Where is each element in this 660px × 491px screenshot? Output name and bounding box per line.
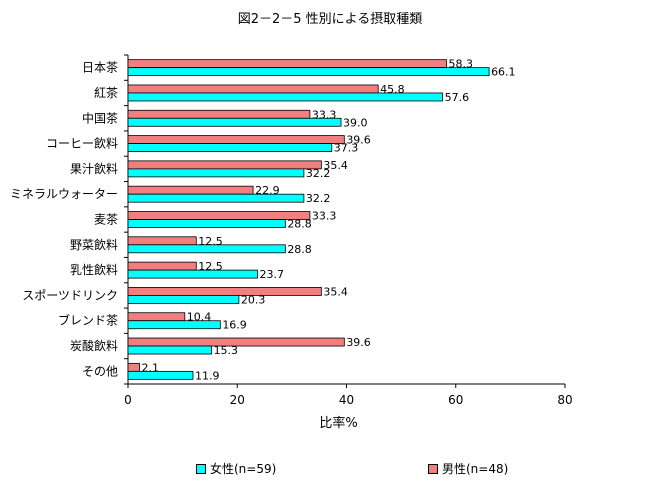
- category-label: ブレンド茶: [58, 313, 118, 328]
- x-tick-label: 0: [124, 393, 132, 407]
- data-label-male: 39.6: [346, 134, 371, 147]
- bar-female: [127, 244, 286, 254]
- data-label-female: 57.6: [445, 91, 470, 104]
- data-label-male: 33.3: [312, 210, 337, 223]
- data-label-male: 35.4: [323, 159, 348, 172]
- bar-male: [127, 84, 379, 94]
- data-label-male: 39.6: [346, 336, 371, 349]
- data-label-female: 15.3: [214, 344, 239, 357]
- bar-female: [127, 193, 305, 203]
- legend-item-female: 女性(n=59): [196, 460, 276, 477]
- data-label-female: 37.3: [334, 142, 359, 155]
- x-tick-label: 60: [448, 393, 463, 407]
- chart-title: 図2－2－5 性別による摂取種類: [237, 12, 423, 27]
- category-label: 果汁飲料: [70, 161, 118, 176]
- legend-swatch-female: [196, 463, 206, 474]
- bar-male: [127, 287, 322, 296]
- data-label-female: 28.8: [287, 243, 312, 256]
- bar-female: [127, 168, 305, 178]
- data-label-female: 32.2: [306, 167, 331, 180]
- bar-female: [127, 345, 212, 355]
- bar-male: [127, 109, 311, 119]
- category-label: 野菜飲料: [70, 237, 118, 252]
- legend-label-male: 男性(n=48): [442, 462, 509, 476]
- data-label-female: 66.1: [491, 66, 516, 79]
- bar-female: [127, 92, 444, 102]
- bar-male: [127, 135, 345, 144]
- category-label: 中国茶: [82, 110, 118, 125]
- category-label: 紅茶: [94, 85, 118, 100]
- bar-female: [127, 117, 342, 127]
- bar-female: [127, 269, 258, 279]
- data-label-female: 20.3: [241, 293, 265, 306]
- bar-female: [127, 295, 240, 304]
- x-axis-label: 比率%: [319, 415, 357, 431]
- legend-item-male: 男性(n=48): [428, 460, 508, 477]
- category-label: 炭酸飲料: [70, 338, 118, 353]
- category-label: 麦茶: [94, 212, 118, 227]
- legend-label-female: 女性(n=59): [210, 462, 277, 476]
- category-label: その他: [82, 364, 118, 378]
- bar-female: [127, 143, 333, 152]
- bar-male: [127, 362, 140, 372]
- category-label: 日本茶: [82, 60, 118, 75]
- bar-female: [127, 370, 194, 380]
- bar-male: [127, 185, 254, 195]
- data-label-female: 23.7: [259, 268, 284, 281]
- bar-male: [127, 261, 197, 271]
- data-label-male: 35.4: [323, 285, 348, 298]
- bar-female: [127, 320, 221, 330]
- bar-male: [127, 160, 322, 170]
- category-label: ミネラルウォーター: [10, 187, 118, 201]
- bar-male: [127, 236, 197, 246]
- bar-male: [127, 312, 186, 322]
- bar-female: [127, 219, 286, 228]
- x-tick-label: 40: [339, 393, 354, 407]
- x-tick-label: 80: [557, 393, 572, 407]
- data-label-female: 16.9: [222, 319, 247, 332]
- legend-swatch-male: [428, 463, 438, 474]
- bar-male: [127, 211, 311, 220]
- bar-male: [127, 59, 447, 69]
- bar-male: [127, 337, 345, 347]
- data-label-female: 39.0: [343, 116, 368, 129]
- category-label: 乳性飲料: [70, 262, 118, 277]
- data-label-female: 28.8: [287, 218, 312, 231]
- bar-female: [127, 67, 490, 77]
- data-label-female: 32.2: [306, 192, 331, 205]
- category-label: スポーツドリンク: [22, 288, 118, 302]
- x-tick-label: 20: [230, 393, 245, 407]
- data-label-female: 11.9: [195, 369, 220, 382]
- category-label: コーヒー飲料: [46, 136, 118, 151]
